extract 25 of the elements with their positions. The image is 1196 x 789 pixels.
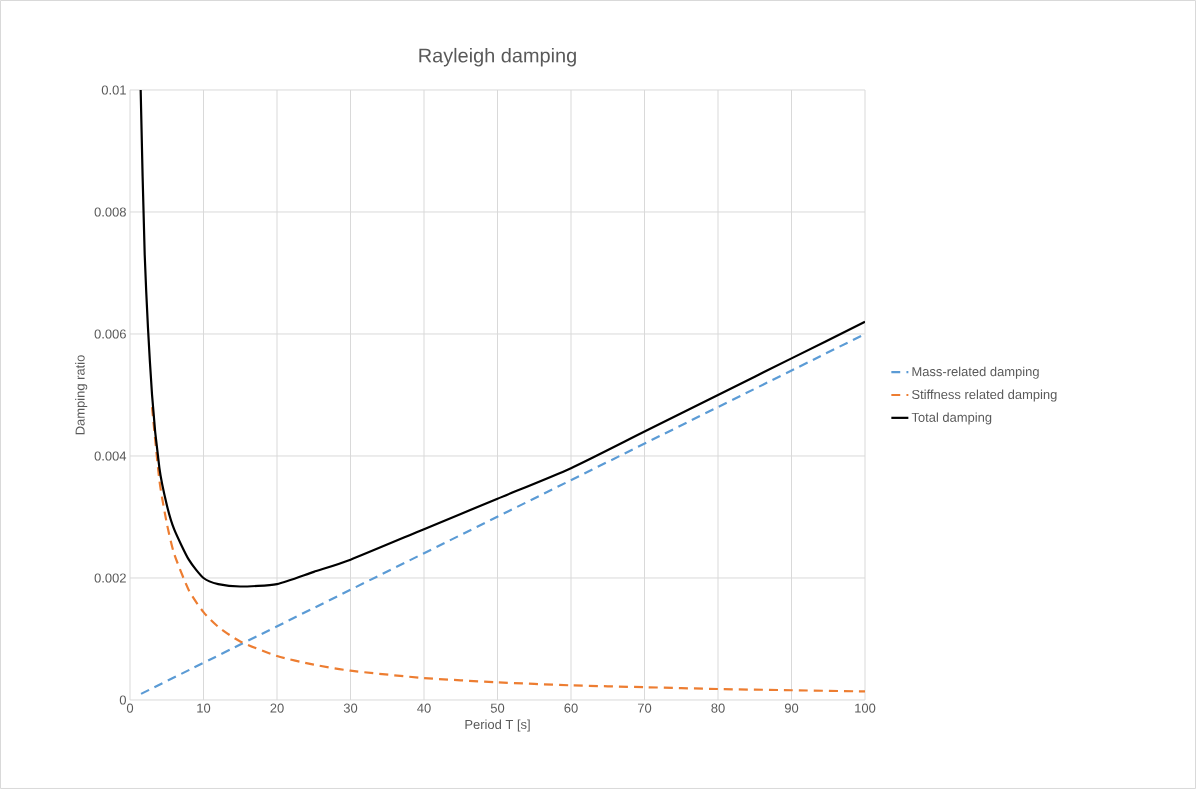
legend-label: Total damping: [911, 412, 992, 425]
x-tick-label: 90: [784, 703, 799, 713]
line-series: [139, 89, 866, 588]
x-tick-label: 20: [270, 703, 284, 713]
y-tick-label: 0.01: [101, 85, 126, 95]
y-tick-label: 0.002: [94, 573, 126, 583]
legend-label: Stiffness related damping: [912, 389, 1057, 402]
x-tick-label: 40: [417, 703, 431, 713]
chart-title: Rayleigh damping: [419, 47, 576, 67]
x-tick-label: 10: [197, 703, 211, 713]
x-tick-label: 60: [564, 703, 578, 713]
x-tick-label: 70: [637, 703, 652, 713]
y-tick-label: 0.006: [94, 329, 126, 339]
y-axis-title: Damping ratio: [75, 355, 88, 435]
x-tick-label: 100: [855, 703, 876, 713]
x-axis-title: Period T [s]: [465, 719, 530, 732]
y-tick-label: 0.008: [94, 207, 126, 217]
y-tick-label: 0.004: [94, 451, 127, 461]
x-tick-label: 30: [343, 703, 358, 713]
y-tick-label: 0: [119, 695, 126, 705]
x-tick-label: 50: [490, 703, 505, 713]
legend-label: Mass-related damping: [912, 366, 1039, 379]
line-series: [150, 406, 866, 693]
x-tick-label: 0: [126, 703, 134, 713]
x-tick-label: 80: [711, 703, 725, 713]
